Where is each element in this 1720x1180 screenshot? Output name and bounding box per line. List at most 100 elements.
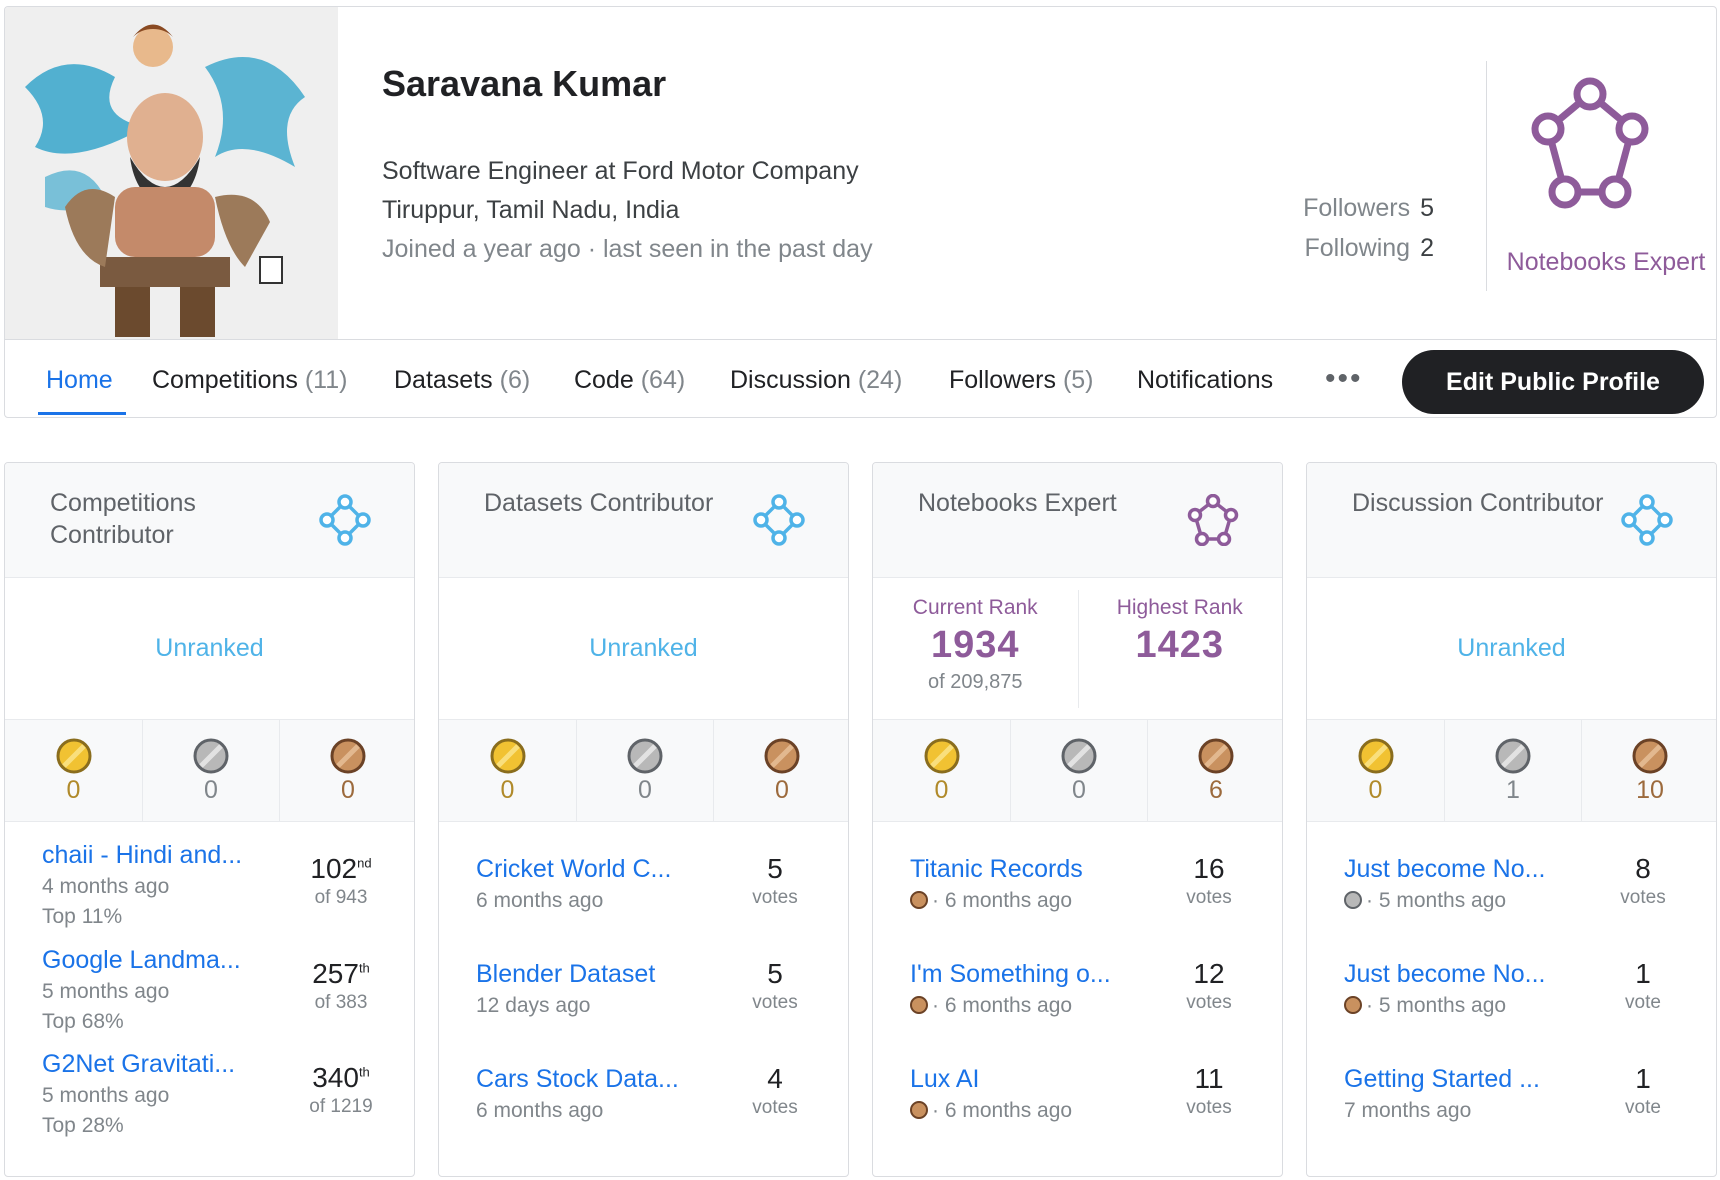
profile-occupation: Software Engineer at Ford Motor Company	[382, 157, 859, 185]
highest-rank-label: Highest Rank	[1116, 596, 1243, 619]
header-separator	[5, 339, 1716, 340]
tab-competitions-count: (11)	[304, 366, 348, 394]
tab-datasets-count: (6)	[499, 366, 531, 394]
card-title: Discussion Contributor	[1352, 489, 1604, 517]
gold-medals[interactable]: 0	[1307, 720, 1444, 821]
more-options-icon[interactable]: •••	[1325, 362, 1363, 395]
rank-area: Unranked	[439, 578, 848, 720]
gold-medals[interactable]: 0	[439, 720, 576, 821]
list-item[interactable]: chaii - Hindi and... 4 months ago Top 11…	[5, 841, 414, 941]
datasets-card: Datasets Contributor Unranked 0 0 0 Cric…	[438, 462, 849, 1177]
bronze-medals[interactable]: 10	[1581, 720, 1716, 821]
unranked-label: Unranked	[1457, 634, 1566, 662]
item-title[interactable]: Just become No...	[1344, 960, 1546, 988]
placement-number: 102	[310, 853, 358, 884]
item-time-text: · 5 months ago	[1366, 889, 1507, 912]
bronze-medal-icon	[330, 738, 366, 774]
item-title[interactable]: chaii - Hindi and...	[42, 841, 243, 869]
edit-public-profile-button[interactable]: Edit Public Profile	[1402, 350, 1704, 414]
item-top-percent: Top 28%	[42, 1114, 124, 1137]
vote-count: 1	[1635, 958, 1651, 989]
notebooks-card: Notebooks Expert Current Rank 1934 of 20…	[872, 462, 1283, 1177]
list-item[interactable]: Just become No... · 5 months ago 1 vote	[1307, 958, 1716, 1060]
highest-rank-value: 1423	[1135, 624, 1225, 666]
tab-followers[interactable]: Followers (5)	[949, 366, 1094, 395]
item-title[interactable]: Google Landma...	[42, 946, 241, 974]
list-item[interactable]: Cricket World C... 6 months ago 5 votes	[439, 853, 848, 955]
item-time: 6 months ago	[476, 1099, 604, 1122]
item-title[interactable]: G2Net Gravitati...	[42, 1050, 236, 1078]
item-title[interactable]: Cricket World C...	[476, 855, 672, 883]
placement-suffix: nd	[357, 855, 372, 871]
item-title[interactable]: Lux AI	[910, 1065, 980, 1093]
rank-area: Current Rank 1934 of 209,875 Highest Ran…	[873, 578, 1282, 720]
vote-label: votes	[1186, 1097, 1232, 1118]
profile-joined: Joined a year ago · last seen in the pas…	[382, 235, 873, 263]
highest-rank: Highest Rank 1423	[1078, 578, 1283, 667]
tab-home[interactable]: Home	[46, 366, 113, 395]
tab-datasets-label: Datasets	[394, 366, 493, 394]
list-item[interactable]: I'm Something o... · 6 months ago 12 vot…	[873, 958, 1282, 1060]
silver-medals[interactable]: 0	[576, 720, 713, 821]
bronze-medals[interactable]: 0	[713, 720, 848, 821]
item-votes: 1 vote	[1598, 1063, 1688, 1119]
item-votes: 16 votes	[1164, 853, 1254, 909]
silver-medal-icon	[193, 738, 229, 774]
card-header: Notebooks Expert	[873, 463, 1282, 578]
silver-medals[interactable]: 0	[1010, 720, 1147, 821]
rank-divider	[1077, 590, 1079, 708]
bronze-count: 0	[341, 776, 355, 804]
silver-medals[interactable]: 1	[1444, 720, 1581, 821]
tab-notifications[interactable]: Notifications	[1137, 366, 1273, 395]
card-header: Datasets Contributor	[439, 463, 848, 578]
item-time: 4 months ago	[42, 875, 170, 898]
item-title[interactable]: Cars Stock Data...	[476, 1065, 679, 1093]
item-title[interactable]: I'm Something o...	[910, 960, 1111, 988]
list-item[interactable]: Lux AI · 6 months ago 11 votes	[873, 1063, 1282, 1165]
tab-discussion-count: (24)	[857, 366, 903, 394]
followers-link[interactable]: Followers 5	[1303, 194, 1434, 223]
bronze-medals[interactable]: 6	[1147, 720, 1282, 821]
list-item[interactable]: Titanic Records · 6 months ago 16 votes	[873, 853, 1282, 955]
item-votes: 5 votes	[730, 958, 820, 1014]
list-item[interactable]: Google Landma... 5 months ago Top 68% 25…	[5, 946, 414, 1046]
tab-code[interactable]: Code (64)	[574, 366, 685, 395]
silver-medal-icon	[1495, 738, 1531, 774]
avatar-illustration	[5, 7, 338, 339]
card-header: Discussion Contributor	[1307, 463, 1716, 578]
tab-code-count: (64)	[640, 366, 686, 394]
gold-medals[interactable]: 0	[5, 720, 142, 821]
vote-label: votes	[752, 1097, 798, 1118]
list-item[interactable]: Getting Started ... 7 months ago 1 vote	[1307, 1063, 1716, 1165]
expert-tier-icon	[1187, 494, 1239, 546]
vote-label: vote	[1625, 992, 1661, 1013]
item-title[interactable]: Titanic Records	[910, 855, 1083, 883]
following-link[interactable]: Following 2	[1304, 234, 1434, 263]
vote-label: votes	[1186, 992, 1232, 1013]
placement-suffix: th	[358, 1064, 370, 1080]
bronze-count: 10	[1636, 776, 1664, 804]
item-title[interactable]: Just become No...	[1344, 855, 1546, 883]
tab-datasets[interactable]: Datasets (6)	[394, 366, 530, 395]
bronze-medals[interactable]: 0	[279, 720, 414, 821]
item-placement: 102nd of 943	[296, 853, 386, 909]
avatar[interactable]	[5, 7, 338, 339]
list-item[interactable]: Blender Dataset 12 days ago 5 votes	[439, 958, 848, 1060]
silver-medals[interactable]: 0	[142, 720, 279, 821]
followers-count: 5	[1420, 194, 1434, 222]
tab-discussion[interactable]: Discussion (24)	[730, 366, 902, 395]
list-item[interactable]: Cars Stock Data... 6 months ago 4 votes	[439, 1063, 848, 1165]
list-item[interactable]: G2Net Gravitati... 5 months ago Top 28% …	[5, 1050, 414, 1150]
tab-competitions[interactable]: Competitions (11)	[152, 366, 347, 395]
bronze-medal-icon	[1198, 738, 1234, 774]
header-divider	[1486, 61, 1487, 291]
item-time: · 6 months ago	[910, 1099, 1072, 1123]
card-title: Notebooks Expert	[918, 489, 1117, 517]
item-title[interactable]: Getting Started ...	[1344, 1065, 1540, 1093]
placement-suffix: th	[358, 960, 370, 976]
gold-medals[interactable]: 0	[873, 720, 1010, 821]
list-item[interactable]: Just become No... · 5 months ago 8 votes	[1307, 853, 1716, 955]
item-time-text: · 6 months ago	[932, 1099, 1073, 1122]
rank-area: Unranked	[5, 578, 414, 720]
item-title[interactable]: Blender Dataset	[476, 960, 656, 988]
